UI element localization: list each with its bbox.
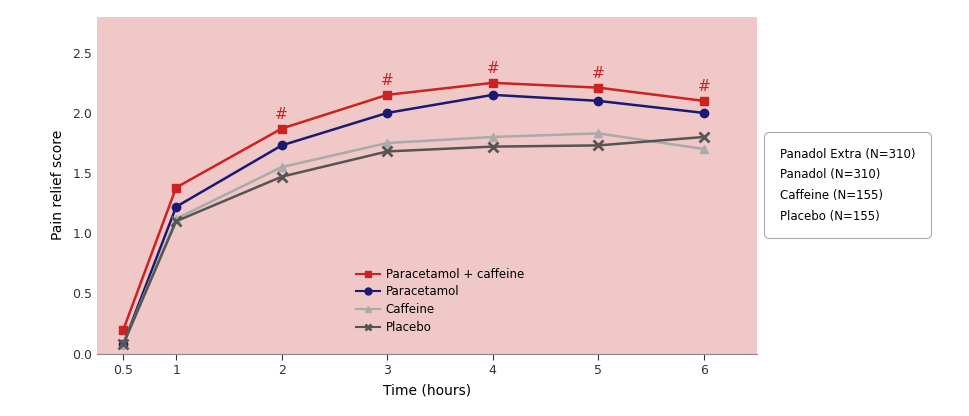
Text: #: # <box>485 61 499 76</box>
Legend: Panadol Extra (N=310), Panadol (N=310), Caffeine (N=155), Placebo (N=155): Panadol Extra (N=310), Panadol (N=310), … <box>768 137 924 233</box>
X-axis label: Time (hours): Time (hours) <box>383 384 470 398</box>
Text: #: # <box>591 66 604 81</box>
Text: #: # <box>697 79 709 94</box>
Text: #: # <box>275 106 288 121</box>
Y-axis label: Pain relief score: Pain relief score <box>51 130 65 240</box>
Text: #: # <box>381 73 393 88</box>
